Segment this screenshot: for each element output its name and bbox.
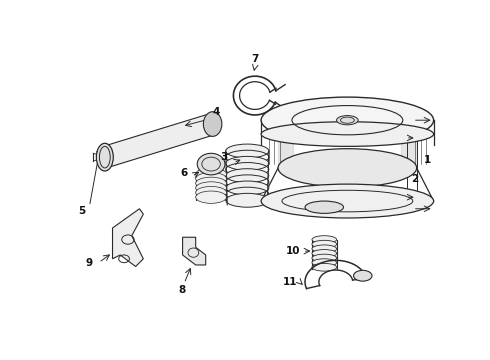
- Ellipse shape: [305, 201, 343, 213]
- Ellipse shape: [196, 168, 226, 180]
- Ellipse shape: [196, 177, 226, 189]
- Ellipse shape: [312, 236, 337, 243]
- Ellipse shape: [312, 249, 337, 257]
- Text: 3: 3: [220, 152, 228, 162]
- Text: 7: 7: [251, 54, 259, 64]
- Text: 9: 9: [86, 258, 93, 267]
- Ellipse shape: [226, 144, 269, 158]
- Polygon shape: [183, 237, 206, 265]
- Ellipse shape: [203, 112, 222, 136]
- Ellipse shape: [226, 181, 269, 195]
- Text: 4: 4: [213, 108, 220, 117]
- Text: 6: 6: [180, 167, 188, 177]
- Text: 8: 8: [178, 285, 185, 294]
- Ellipse shape: [312, 245, 337, 253]
- Ellipse shape: [226, 156, 269, 170]
- Ellipse shape: [261, 122, 434, 147]
- Ellipse shape: [196, 182, 226, 194]
- Polygon shape: [113, 209, 143, 266]
- Ellipse shape: [261, 97, 434, 143]
- Text: 10: 10: [286, 246, 301, 256]
- Text: 1: 1: [424, 155, 431, 165]
- Text: 11: 11: [282, 277, 297, 287]
- Polygon shape: [101, 114, 216, 167]
- Ellipse shape: [196, 172, 226, 185]
- Ellipse shape: [98, 147, 111, 168]
- Ellipse shape: [97, 143, 113, 171]
- Ellipse shape: [197, 153, 225, 175]
- Ellipse shape: [312, 254, 337, 262]
- Ellipse shape: [261, 184, 434, 218]
- Text: 2: 2: [412, 174, 419, 184]
- Ellipse shape: [196, 186, 226, 199]
- Ellipse shape: [278, 149, 416, 187]
- Ellipse shape: [226, 193, 269, 207]
- Ellipse shape: [226, 169, 269, 183]
- Ellipse shape: [354, 270, 372, 281]
- Ellipse shape: [312, 240, 337, 248]
- Ellipse shape: [196, 191, 226, 203]
- Text: 5: 5: [78, 206, 85, 216]
- Ellipse shape: [312, 259, 337, 266]
- Ellipse shape: [312, 264, 337, 271]
- Ellipse shape: [337, 116, 358, 125]
